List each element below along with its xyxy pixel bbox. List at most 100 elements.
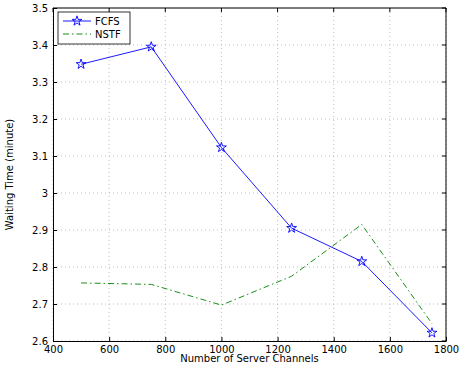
x-tick-mark: [109, 337, 110, 341]
x-tick-mark: [390, 337, 391, 341]
grid-line-y: [53, 8, 446, 9]
legend-swatch: [63, 21, 91, 22]
x-tick-mark-top: [53, 8, 54, 12]
grid-line-y: [53, 119, 446, 120]
grid-line-x: [446, 8, 447, 341]
y-tick: 2.7: [32, 299, 57, 310]
grid-line-y: [53, 45, 446, 46]
y-tick-mark-right: [442, 8, 446, 9]
series-marker: [217, 142, 227, 151]
plot-background: [53, 8, 446, 341]
legend-marker: [72, 16, 82, 25]
y-tick-mark-right: [442, 193, 446, 194]
x-tick-label: 1800: [434, 344, 459, 355]
grid-line-y: [53, 341, 446, 342]
y-tick: 2.6: [32, 336, 57, 347]
grid-line-x: [333, 8, 334, 341]
series-group: [76, 42, 437, 337]
x-tick-label: 1600: [378, 344, 403, 355]
x-tick-label: 1400: [321, 344, 346, 355]
grid-line-y: [53, 267, 446, 268]
grid-line-x: [277, 8, 278, 341]
legend: FCFS NSTF: [58, 12, 130, 44]
y-tick-mark: [53, 267, 57, 268]
y-tick-label: 2.6: [32, 336, 48, 347]
y-axis-line: [53, 9, 54, 342]
frame-right: [446, 8, 447, 341]
y-axis-title: Waiting Time (minute): [4, 119, 15, 231]
grid-line-x: [165, 8, 166, 341]
y-tick-label: 3.3: [32, 77, 48, 88]
y-tick-mark: [53, 156, 57, 157]
series-line: [81, 47, 432, 333]
y-tick: 2.9: [32, 225, 57, 236]
y-tick-label: 3.1: [32, 151, 48, 162]
legend-label: NSTF: [95, 29, 121, 40]
y-tick-label: 2.7: [32, 299, 48, 310]
x-tick: 1600: [378, 337, 403, 355]
y-tick-mark-right: [442, 304, 446, 305]
y-tick-label: 2.9: [32, 225, 48, 236]
y-tick-mark: [53, 119, 57, 120]
x-tick-label: 800: [156, 344, 175, 355]
y-tick: 3.2: [32, 114, 57, 125]
y-tick-mark-right: [442, 82, 446, 83]
x-tick-mark: [334, 337, 335, 341]
grid-line-y: [53, 230, 446, 231]
grid-line-x: [389, 8, 390, 341]
y-tick-mark: [53, 82, 57, 83]
y-tick-label: 3.4: [32, 40, 48, 51]
grid-line-y: [53, 82, 446, 83]
legend-label: FCFS: [95, 16, 120, 27]
frame-top: [53, 8, 446, 9]
x-tick-mark-top: [109, 8, 110, 12]
x-tick-mark: [165, 337, 166, 341]
y-tick-mark: [53, 45, 57, 46]
x-tick-mark-top: [333, 8, 334, 12]
x-tick: 1400: [321, 337, 346, 355]
series-marker: [76, 59, 86, 68]
series-marker: [357, 256, 367, 265]
legend-box: [58, 12, 130, 44]
x-tick-mark-top: [277, 8, 278, 12]
grid-line-y: [53, 156, 446, 157]
y-tick-mark-right: [442, 230, 446, 231]
x-tick-mark: [221, 337, 222, 341]
x-tick-mark-top: [446, 8, 447, 12]
y-tick-mark: [53, 193, 57, 194]
y-tick-mark: [53, 341, 57, 342]
x-axis-line: [54, 341, 447, 342]
y-tick-mark-right: [442, 119, 446, 120]
grid-line-x: [109, 8, 110, 341]
y-tick: 3.1: [32, 151, 57, 162]
x-tick-mark: [278, 337, 279, 341]
y-tick-mark: [53, 304, 57, 305]
y-tick-mark-right: [442, 156, 446, 157]
x-tick: 800: [156, 337, 175, 355]
y-tick-mark: [53, 230, 57, 231]
x-tick: 600: [100, 337, 119, 355]
series-marker: [287, 223, 297, 232]
series-line: [81, 224, 432, 323]
legend-swatch: [63, 34, 91, 35]
y-tick: 3: [42, 188, 57, 199]
y-tick-label: 2.8: [32, 262, 48, 273]
grid-line-y: [53, 304, 446, 305]
x-tick-mark-top: [221, 8, 222, 12]
series-marker: [427, 328, 437, 337]
y-tick: 3.4: [32, 40, 57, 51]
grid-line-x: [53, 8, 54, 341]
y-tick-label: 3.2: [32, 114, 48, 125]
y-tick: 3.5: [32, 3, 57, 14]
series-marker: [146, 42, 156, 51]
y-axis: 2.6 2.7 2.8 2.9 3 3.1 3.2 3.3 3.4 3.5: [32, 3, 57, 347]
x-tick-label: 600: [100, 344, 119, 355]
y-tick-mark-right: [442, 341, 446, 342]
plot: 400600800100012001400160018002.62.72.82.…: [32, 3, 459, 355]
y-tick: 2.8: [32, 262, 57, 273]
grid-line-y: [53, 193, 446, 194]
chart: 400600800100012001400160018002.62.72.82.…: [0, 0, 461, 365]
y-tick: 3.3: [32, 77, 57, 88]
x-axis-title: Number of Server Channels: [180, 353, 318, 364]
y-tick-mark-right: [442, 267, 446, 268]
